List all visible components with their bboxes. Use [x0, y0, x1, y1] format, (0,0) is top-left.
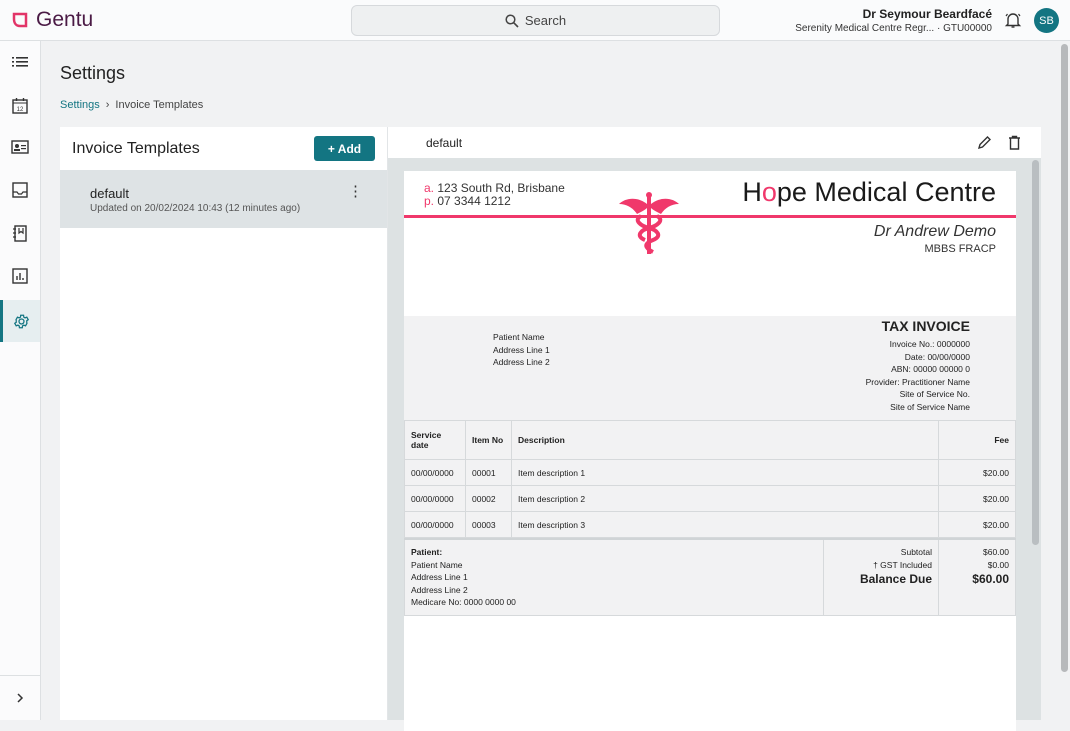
user-name: Dr Seymour Beardfacé [862, 7, 992, 21]
sidebar-divider [0, 675, 40, 676]
list-icon [12, 57, 28, 67]
more-vert-icon[interactable]: ⋮ [348, 183, 363, 200]
table-header-row: Service date Item No Description Fee [404, 420, 1016, 460]
sidebar-item-list[interactable] [0, 41, 40, 83]
bell-icon[interactable] [1004, 11, 1022, 29]
search-input[interactable]: Search [351, 5, 720, 36]
clinic-name: Hope Medical Centre [742, 177, 996, 207]
preview-scrollbar[interactable] [1032, 160, 1039, 545]
sidebar-item-settings[interactable] [0, 300, 40, 342]
template-name: default [90, 186, 130, 201]
edit-pencil-icon[interactable] [977, 135, 992, 150]
tax-invoice-title: TAX INVOICE [881, 318, 970, 334]
add-template-button[interactable]: + Add [314, 136, 375, 161]
templates-panel: Invoice Templates + Add default Updated … [60, 127, 387, 720]
invoice-footer-row: Patient: Patient Name Address Line 1 Addre… [404, 538, 1016, 616]
top-bar: Gentu Search Dr Seymour Beardfacé Sereni… [0, 0, 1070, 41]
app-name: Gentu [36, 8, 94, 31]
breadcrumb: Settings › Invoice Templates [60, 99, 203, 111]
search-icon [505, 13, 519, 28]
template-preview-panel: default a. 123 South Rd, Brisbane p. 07 … [387, 127, 1041, 731]
avatar[interactable]: SB [1034, 8, 1059, 33]
gentu-logo[interactable]: Gentu [12, 8, 93, 32]
inbox-icon [12, 182, 28, 198]
table-row: 00/00/0000 00002 Item description 2 $20.00 [404, 485, 1016, 512]
table-row: 00/00/0000 00001 Item description 1 $20.00 [404, 459, 1016, 486]
breadcrumb-current: Invoice Templates [115, 99, 204, 111]
contact-card-icon [11, 140, 29, 154]
footer-patient: Patient: Patient Name Address Line 1 Addre… [404, 538, 824, 616]
search-placeholder: Search [524, 13, 567, 28]
caduceus-logo-icon [619, 192, 679, 254]
gentu-logo-icon [12, 12, 28, 28]
breadcrumb-separator: › [105, 99, 110, 111]
expand-sidebar-button[interactable] [0, 677, 40, 719]
invoice-preview: a. 123 South Rd, Brisbane p. 07 3344 121… [404, 171, 1016, 731]
patient-address-block: Patient Name Address Line 1 Address Line 2 [493, 332, 550, 368]
sidebar-item-reports[interactable] [0, 255, 40, 297]
panel-title: Invoice Templates [72, 139, 200, 157]
user-org: Serenity Medical Centre Regr... · GTU000… [795, 23, 992, 34]
template-list-item[interactable]: default Updated on 20/02/2024 10:43 (12 … [60, 170, 387, 228]
doctor-qualifications: MBBS FRACP [924, 243, 996, 255]
page-title: Settings [60, 63, 126, 83]
sidebar-item-inbox[interactable] [0, 169, 40, 211]
invoice-meta: Invoice No.: 0000000 Date: 00/00/0000 ABN:… [865, 339, 970, 412]
doctor-name: Dr Andrew Demo [873, 223, 996, 240]
page-scrollbar[interactable] [1061, 44, 1068, 672]
header-rule [404, 215, 1016, 218]
sidebar-item-calendar[interactable]: 12 [0, 84, 40, 126]
footer-totals-labels: Subtotal † GST Included Balance Due [823, 538, 939, 616]
table-row: 00/00/0000 00003 Item description 3 $20.00 [404, 511, 1016, 538]
avatar-initials: SB [1039, 14, 1054, 27]
sidebar: 12 [0, 41, 41, 720]
user-info[interactable]: Dr Seymour Beardfacé Serenity Medical Ce… [795, 7, 992, 34]
clinic-phone: p. 07 3344 1212 [424, 194, 511, 208]
invoice-items-table: Service date Item No Description Fee 00/00/… [404, 420, 1016, 616]
clinic-address: a. 123 South Rd, Brisbane [424, 181, 565, 195]
sidebar-item-notebook[interactable] [0, 212, 40, 254]
gear-icon [13, 314, 30, 328]
sidebar-item-contacts[interactable] [0, 126, 40, 168]
breadcrumb-settings-link[interactable]: Settings [60, 99, 100, 111]
chevron-right-icon [17, 693, 24, 703]
invoice-details-section: Patient Name Address Line 1 Address Line 2… [404, 316, 1016, 420]
footer-totals-values: $60.00 $0.00 $60.00 [938, 538, 1016, 616]
preview-template-name: default [426, 135, 463, 150]
svg-text:12: 12 [17, 107, 24, 113]
notebook-icon [13, 224, 27, 242]
chart-icon [12, 268, 28, 284]
calendar-icon: 12 [12, 97, 28, 114]
template-updated: Updated on 20/02/2024 10:43 (12 minutes … [90, 203, 301, 214]
delete-trash-icon[interactable] [1008, 135, 1021, 150]
